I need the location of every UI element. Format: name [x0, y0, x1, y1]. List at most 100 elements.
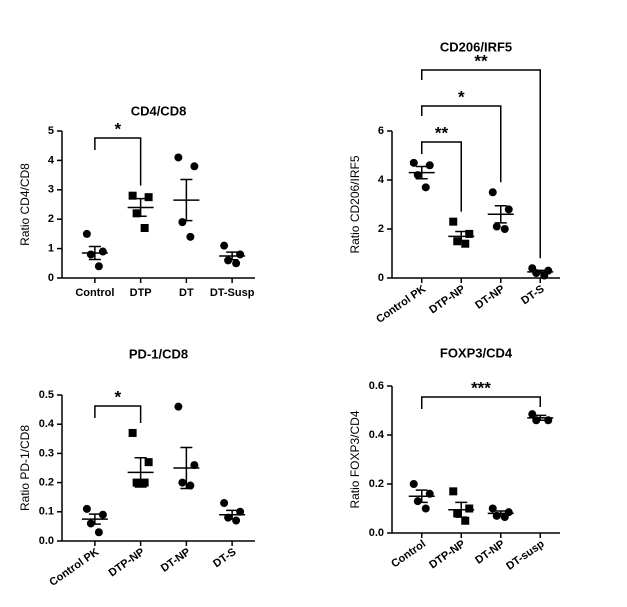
error-bar [226, 509, 239, 520]
data-point [174, 153, 183, 162]
error-bar [134, 457, 147, 488]
data-point [128, 428, 137, 437]
significance-label: * [114, 387, 121, 406]
data-point [413, 497, 422, 506]
x-tick-label: DT-S [519, 283, 546, 307]
x-tick-label: DT-susp [504, 538, 547, 573]
data-point [140, 224, 149, 233]
data-point [465, 504, 474, 513]
x-tick-label: DT-NP [159, 546, 193, 575]
y-axis-label: Ratio FOXP3/CD4 [348, 410, 362, 508]
y-tick-label: 2 [48, 213, 54, 225]
data-point [504, 205, 513, 214]
significance-label: *** [471, 378, 491, 397]
data-point [421, 183, 430, 192]
data-point [174, 402, 183, 411]
chart-title: FOXP3/CD4 [440, 345, 513, 360]
data-point [94, 528, 103, 537]
chart-title: CD206/IRF5 [440, 39, 512, 54]
y-axis-label: Ratio PD-1/CD8 [18, 425, 32, 511]
data-point [461, 239, 470, 248]
error-bar [180, 446, 193, 490]
y-tick-label: 1 [48, 243, 54, 255]
y-tick-label: 3 [48, 184, 54, 196]
data-point [465, 229, 474, 238]
data-point [144, 193, 153, 202]
y-tick-label: 5 [48, 125, 54, 137]
data-point [232, 259, 241, 268]
data-point [500, 513, 509, 522]
y-axis-label: Ratio CD206/IRF5 [348, 155, 362, 253]
significance-bracket [94, 137, 142, 186]
error-bar [415, 489, 428, 504]
significance-label: * [114, 119, 121, 138]
data-point [220, 241, 229, 250]
data-point [128, 191, 137, 200]
error-bar [134, 197, 147, 218]
x-tick-label: DTP-NP [427, 538, 467, 571]
significance-label: ** [474, 51, 488, 70]
y-tick-label: 0.5 [39, 389, 54, 401]
chart-title: CD4/CD8 [131, 103, 187, 118]
y-tick-label: 6 [378, 125, 384, 137]
y-tick-label: 4 [378, 174, 385, 186]
x-tick-label: Control PK [374, 283, 428, 326]
data-point [178, 218, 187, 227]
y-tick-label: 0.0 [39, 535, 54, 547]
significance-bracket [421, 69, 541, 259]
x-tick-label: Control [75, 287, 114, 299]
x-tick-label: DT-Susp [210, 287, 255, 299]
data-point [425, 161, 434, 170]
error-bar [494, 510, 507, 517]
data-point [86, 250, 95, 259]
data-point [461, 516, 470, 525]
data-point [190, 162, 199, 171]
y-tick-label: 0.4 [369, 429, 385, 441]
data-point [98, 247, 107, 256]
y-tick-label: 0.2 [39, 477, 54, 489]
error-bar [494, 204, 507, 224]
data-point [144, 458, 153, 467]
error-bar [415, 165, 428, 180]
x-tick-label: Control PK [47, 546, 101, 589]
data-point [421, 504, 430, 513]
chart-title: PD-1/CD8 [129, 346, 188, 361]
data-point [186, 232, 195, 241]
data-point [528, 410, 537, 419]
data-point [409, 480, 418, 488]
y-tick-label: 0.1 [39, 506, 54, 518]
error-bar [226, 251, 239, 261]
significance-bracket [94, 405, 142, 423]
x-tick-label: DT-NP [473, 538, 507, 567]
data-point [186, 481, 195, 490]
data-point [492, 222, 501, 231]
data-point [98, 510, 107, 519]
y-tick-label: 0.2 [369, 478, 384, 490]
data-point [232, 516, 241, 525]
y-tick-label: 0 [378, 272, 384, 284]
data-point [178, 478, 187, 487]
y-axis-label: Ratio CD4/CD8 [18, 163, 32, 246]
significance-label: * [458, 87, 465, 106]
data-point [190, 461, 199, 470]
error-bar [88, 513, 101, 525]
y-tick-label: 0.4 [39, 418, 55, 430]
data-point [132, 209, 141, 218]
data-point [82, 504, 91, 513]
data-point [449, 217, 458, 226]
data-point [453, 509, 462, 518]
error-bar [534, 414, 547, 422]
error-bar [88, 245, 101, 261]
error-bar [180, 178, 193, 222]
error-bar [455, 230, 468, 242]
significance-bracket [421, 141, 462, 212]
data-point [220, 499, 229, 508]
data-point [500, 225, 509, 233]
data-point [488, 188, 497, 197]
error-bar [455, 501, 468, 518]
y-tick-label: 2 [378, 223, 384, 235]
significance-bracket [421, 396, 541, 409]
x-tick-label: DTP [130, 287, 152, 299]
data-point [132, 478, 141, 487]
